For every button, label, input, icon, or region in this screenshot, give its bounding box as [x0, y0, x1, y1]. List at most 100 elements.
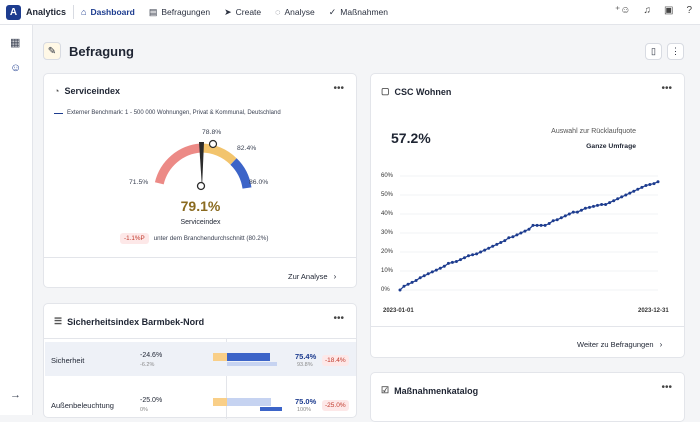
more-icon[interactable]: ••• — [333, 83, 344, 94]
data-point — [475, 252, 479, 256]
data-point — [535, 223, 539, 227]
data-point — [495, 242, 499, 246]
more-icon[interactable]: ••• — [661, 83, 672, 94]
monitor-icon[interactable]: ▣ — [663, 5, 674, 16]
more-vertical-icon: ⋮ — [671, 46, 680, 56]
data-point — [596, 203, 599, 207]
y-tick-label: 60% — [381, 173, 394, 179]
data-point — [563, 214, 567, 218]
weiter-zu-befragungen-link[interactable]: Weiter zu Befragungen › — [577, 340, 663, 349]
nav-create[interactable]: ➤ Create — [224, 6, 262, 18]
nav-massnahmen[interactable]: ✓ Maßnahmen — [328, 6, 389, 18]
zur-analyse-link[interactable]: Zur Analyse › — [288, 272, 337, 281]
gauge-max-label: 86.0% — [249, 179, 269, 186]
y-tick-label: 40% — [381, 211, 394, 217]
benchmark-marker — [208, 139, 218, 149]
data-point — [583, 206, 587, 210]
document-icon: ▤ — [148, 6, 158, 17]
divider — [44, 338, 356, 339]
data-point — [463, 256, 466, 260]
y-tick-label: 10% — [381, 268, 394, 274]
page-menu-button[interactable]: ⋮ — [667, 43, 684, 60]
divider — [73, 5, 75, 19]
user-icon[interactable]: ☺ — [10, 62, 22, 74]
data-point — [467, 254, 470, 258]
data-point — [499, 241, 503, 244]
selection-value[interactable]: Ganze Umfrage — [586, 143, 636, 150]
nav-analyse[interactable]: ◌ Analyse — [275, 7, 315, 17]
app-logo[interactable]: A — [6, 4, 21, 20]
data-point — [547, 222, 551, 225]
rucklaufquote-chart — [398, 175, 660, 292]
data-point — [640, 185, 644, 189]
bulb-icon: ◌ — [275, 7, 281, 17]
data-point — [567, 212, 571, 216]
bar-benchmark — [260, 407, 282, 411]
divider — [371, 326, 684, 327]
table-row[interactable]: Sicherheit -24.6% -6.2% 75.4% 93.8% -18.… — [45, 342, 356, 376]
data-point — [539, 223, 543, 227]
data-point — [632, 189, 636, 193]
data-point — [430, 270, 434, 274]
data-point — [471, 253, 475, 257]
chevron-right-icon: › — [333, 272, 337, 281]
data-point — [608, 201, 612, 205]
gauge-upper-label: 82.4% — [237, 145, 257, 152]
data-point — [422, 274, 426, 278]
list-icon: ☰ — [54, 316, 63, 326]
card-title: ☰ Sicherheitsindex Barmbek-Nord — [54, 316, 205, 327]
csc-wohnen-card: ▢ CSC Wohnen ••• 57.2% Auswahl zur Rückl… — [370, 73, 685, 358]
data-point — [503, 239, 507, 243]
survey-icon: ✎ — [43, 42, 61, 60]
bar-positive — [227, 398, 271, 406]
card-title: ◔ Serviceindex — [54, 86, 120, 96]
expand-arrow-icon[interactable]: → — [10, 389, 21, 401]
more-icon[interactable]: ••• — [661, 382, 672, 393]
app-brand: Analytics — [26, 7, 67, 17]
add-user-icon[interactable]: ⁺☺ — [614, 5, 631, 16]
sicherheitsindex-card: ☰ Sicherheitsindex Barmbek-Nord ••• Sich… — [43, 303, 357, 419]
data-point — [620, 195, 624, 199]
data-point — [656, 180, 660, 184]
data-point — [648, 183, 652, 186]
nav-dashboard[interactable]: ⌂ Dashboard — [81, 7, 135, 17]
gauge-mid-label: 78.8% — [202, 129, 222, 136]
data-point — [592, 204, 595, 208]
send-icon: ➤ — [224, 6, 232, 17]
help-icon[interactable]: ? — [686, 5, 692, 16]
building-icon[interactable]: ▦ — [10, 37, 21, 49]
data-point — [543, 223, 547, 227]
benchmark-legend: Externer Benchmark: 1 - 500 000 Wohnunge… — [54, 110, 281, 116]
delta-badge: -18.4% — [322, 355, 349, 366]
top-bar: A Analytics ⌂ Dashboard ▤ Befragungen ➤ … — [0, 0, 700, 25]
data-point — [616, 197, 620, 201]
data-point — [459, 258, 462, 262]
data-point — [398, 288, 402, 292]
data-point — [414, 279, 418, 282]
serviceindex-value: 79.1% — [180, 198, 221, 214]
nav-befragungen[interactable]: ▤ Befragungen — [148, 6, 211, 18]
card-title: ▢ CSC Wohnen — [381, 86, 452, 97]
data-point — [426, 272, 430, 276]
data-point — [402, 284, 406, 288]
gauge-hub — [196, 181, 206, 191]
export-pdf-button[interactable]: ▯ — [645, 43, 662, 60]
data-point — [644, 184, 648, 187]
table-row[interactable]: Außenbeleuchtung -25.0% 0% 75.0% 100% -2… — [45, 388, 356, 419]
data-point — [624, 193, 628, 197]
delta-badge: -1.1%P — [120, 233, 149, 244]
data-point — [406, 282, 410, 286]
data-point — [507, 236, 511, 240]
data-point — [491, 244, 495, 248]
pdf-icon: ▯ — [651, 46, 656, 56]
data-point — [438, 266, 442, 270]
bell-icon[interactable]: ♫ — [643, 5, 651, 16]
more-icon[interactable]: ••• — [333, 313, 344, 324]
bar-negative — [213, 398, 227, 406]
checkbox-icon: ☑ — [381, 385, 390, 395]
x-tick-label: 2023-12-31 — [638, 308, 669, 314]
data-point — [531, 223, 535, 227]
series-line — [399, 181, 659, 291]
page-header: ✎ Befragung — [43, 42, 134, 60]
gauge-needle — [199, 142, 204, 188]
